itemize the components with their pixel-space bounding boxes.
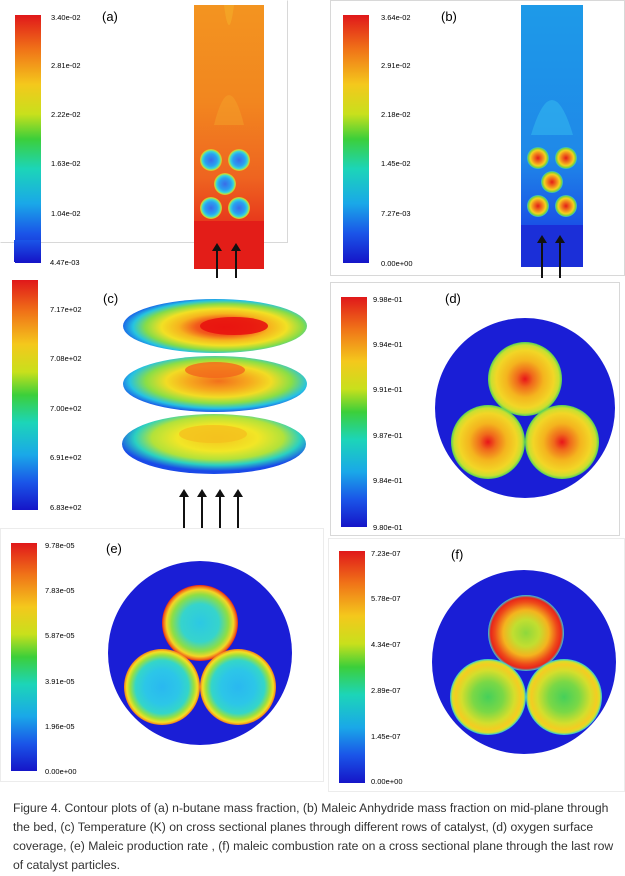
flow-arrow-c-2 [197,489,207,534]
tick-e-4: 1.96e-05 [45,722,75,731]
tick-f-4: 1.45e-07 [371,732,401,741]
panel-c-label: (c) [103,291,119,306]
flow-arrow-a-2 [231,243,241,286]
tick-e-2: 5.87e-05 [45,631,75,640]
particle-a-2 [228,149,250,171]
panel-b-label: (b) [441,9,457,24]
tick-f-3: 2.89e-07 [371,686,401,695]
plane-c-bottom [122,414,306,474]
panel-a-label: (a) [102,9,118,24]
tick-a-2: 2.22e-02 [51,110,81,119]
tick-c-3: 6.91e+02 [50,453,82,462]
bed-contour-b [521,5,583,267]
tick-c-1: 7.08e+02 [50,354,82,363]
cross-section-d [435,318,615,498]
panel-d-label: (d) [445,291,461,306]
tick-a-0: 3.40e-02 [51,13,81,22]
flow-arrow-a-1 [212,243,222,286]
tick-d-2: 9.91e-01 [373,385,403,394]
tick-d-1: 9.94e-01 [373,340,403,349]
tick-d-3: 9.87e-01 [373,431,403,440]
colorbar-c [12,280,38,510]
particle-e-2 [124,649,200,725]
tick-e-3: 3.91e-05 [45,677,75,686]
temperature-planes-c [122,299,307,474]
tick-a-4: 1.04e-02 [51,209,81,218]
particle-b-1 [527,147,549,169]
panel-f-label: (f) [451,547,464,562]
particle-d-3 [525,405,599,479]
tick-c-2: 7.00e+02 [50,404,82,413]
particle-b-3 [541,171,563,193]
particle-a-4 [200,197,222,219]
tick-d-5: 9.80e-01 [373,523,403,532]
tick-f-2: 4.34e-07 [371,640,401,649]
particle-f-3 [526,659,602,735]
particle-b-5 [555,195,577,217]
colorbar-a [15,15,41,263]
tick-f-0: 7.23e-07 [371,549,401,558]
particle-e-3 [200,649,276,725]
tick-c-0: 7.17e+02 [50,305,82,314]
tick-e-5: 0.00e+00 [45,767,77,776]
flow-arrow-b-2 [555,235,565,278]
particle-b-4 [527,195,549,217]
tick-b-5: 0.00e+00 [381,259,413,268]
tick-f-5: 0.00e+00 [371,777,403,786]
cross-section-f [432,570,616,754]
tick-e-0: 9.78e-05 [45,541,75,550]
colorbar-d [341,297,367,527]
tick-f-1: 5.78e-07 [371,594,401,603]
plane-c-middle [123,356,307,412]
flow-arrow-b-1 [537,235,547,278]
particle-e-1 [162,585,238,661]
tick-b-4: 7.27e-03 [381,209,411,218]
cross-section-e [108,561,292,745]
particle-b-2 [555,147,577,169]
particle-f-2 [450,659,526,735]
tick-a-1: 2.81e-02 [51,61,81,70]
colorbar-e [11,543,37,771]
tick-a-3: 1.63e-02 [51,159,81,168]
particle-a-1 [200,149,222,171]
colorbar-b [343,15,369,263]
tick-d-4: 9.84e-01 [373,476,403,485]
tick-b-2: 2.18e-02 [381,110,411,119]
bed-contour-a [194,5,264,269]
colorbar-a-lower [14,240,40,262]
tick-b-3: 1.45e-02 [381,159,411,168]
particle-d-1 [488,342,562,416]
tick-d-0: 9.98e-01 [373,295,403,304]
flow-arrow-c-1 [179,489,189,534]
tick-a-5: 4.47e-03 [50,258,80,267]
particle-f-1 [488,595,564,671]
tick-e-1: 7.83e-05 [45,586,75,595]
tick-b-0: 3.64e-02 [381,13,411,22]
particle-a-5 [228,197,250,219]
tick-b-1: 2.91e-02 [381,61,411,70]
particle-d-2 [451,405,525,479]
tick-c-4: 6.83e+02 [50,503,82,512]
particle-a-3 [214,173,236,195]
colorbar-f [339,551,365,783]
figure-caption: Figure 4. Contour plots of (a) n-butane … [13,801,614,872]
flow-arrow-c-3 [215,489,225,534]
flow-arrow-c-4 [233,489,243,534]
panel-e-label: (e) [106,541,122,556]
